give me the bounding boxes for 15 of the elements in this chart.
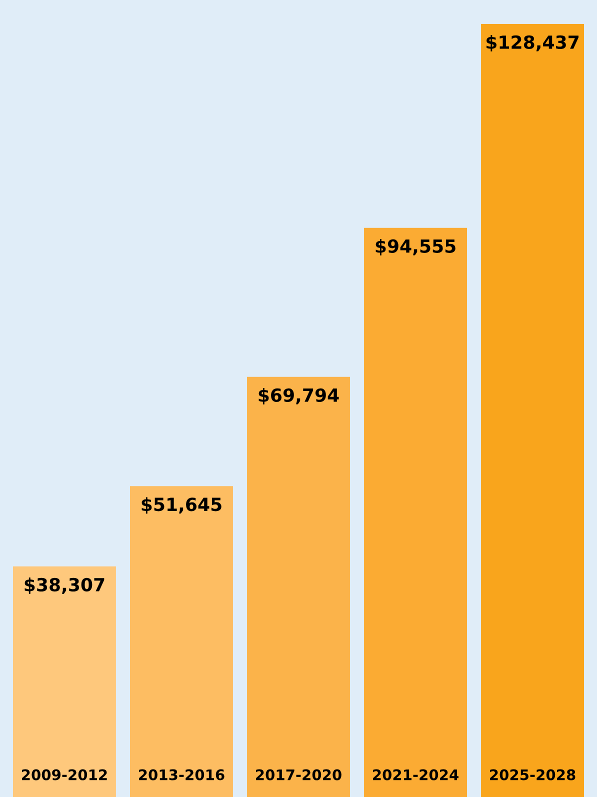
- data-label: $128,437: [486, 35, 578, 52]
- data-label: $51,645: [142, 497, 222, 514]
- data-label: $69,794: [258, 388, 339, 404]
- bar: [481, 24, 584, 797]
- x-tick-label: 2009-2012: [22, 769, 107, 780]
- data-label: $38,307: [24, 578, 104, 594]
- bar: [130, 486, 233, 797]
- x-tick-label: 2021-2024: [373, 769, 458, 780]
- data-label: $94,555: [376, 238, 456, 256]
- x-tick-label: 2025-2028: [490, 769, 576, 780]
- x-tick-label: 2013-2016: [139, 769, 224, 780]
- bar: [247, 376, 350, 797]
- x-tick-label: 2017-2020: [256, 769, 342, 780]
- bar: [364, 228, 467, 797]
- bar: [12, 566, 116, 797]
